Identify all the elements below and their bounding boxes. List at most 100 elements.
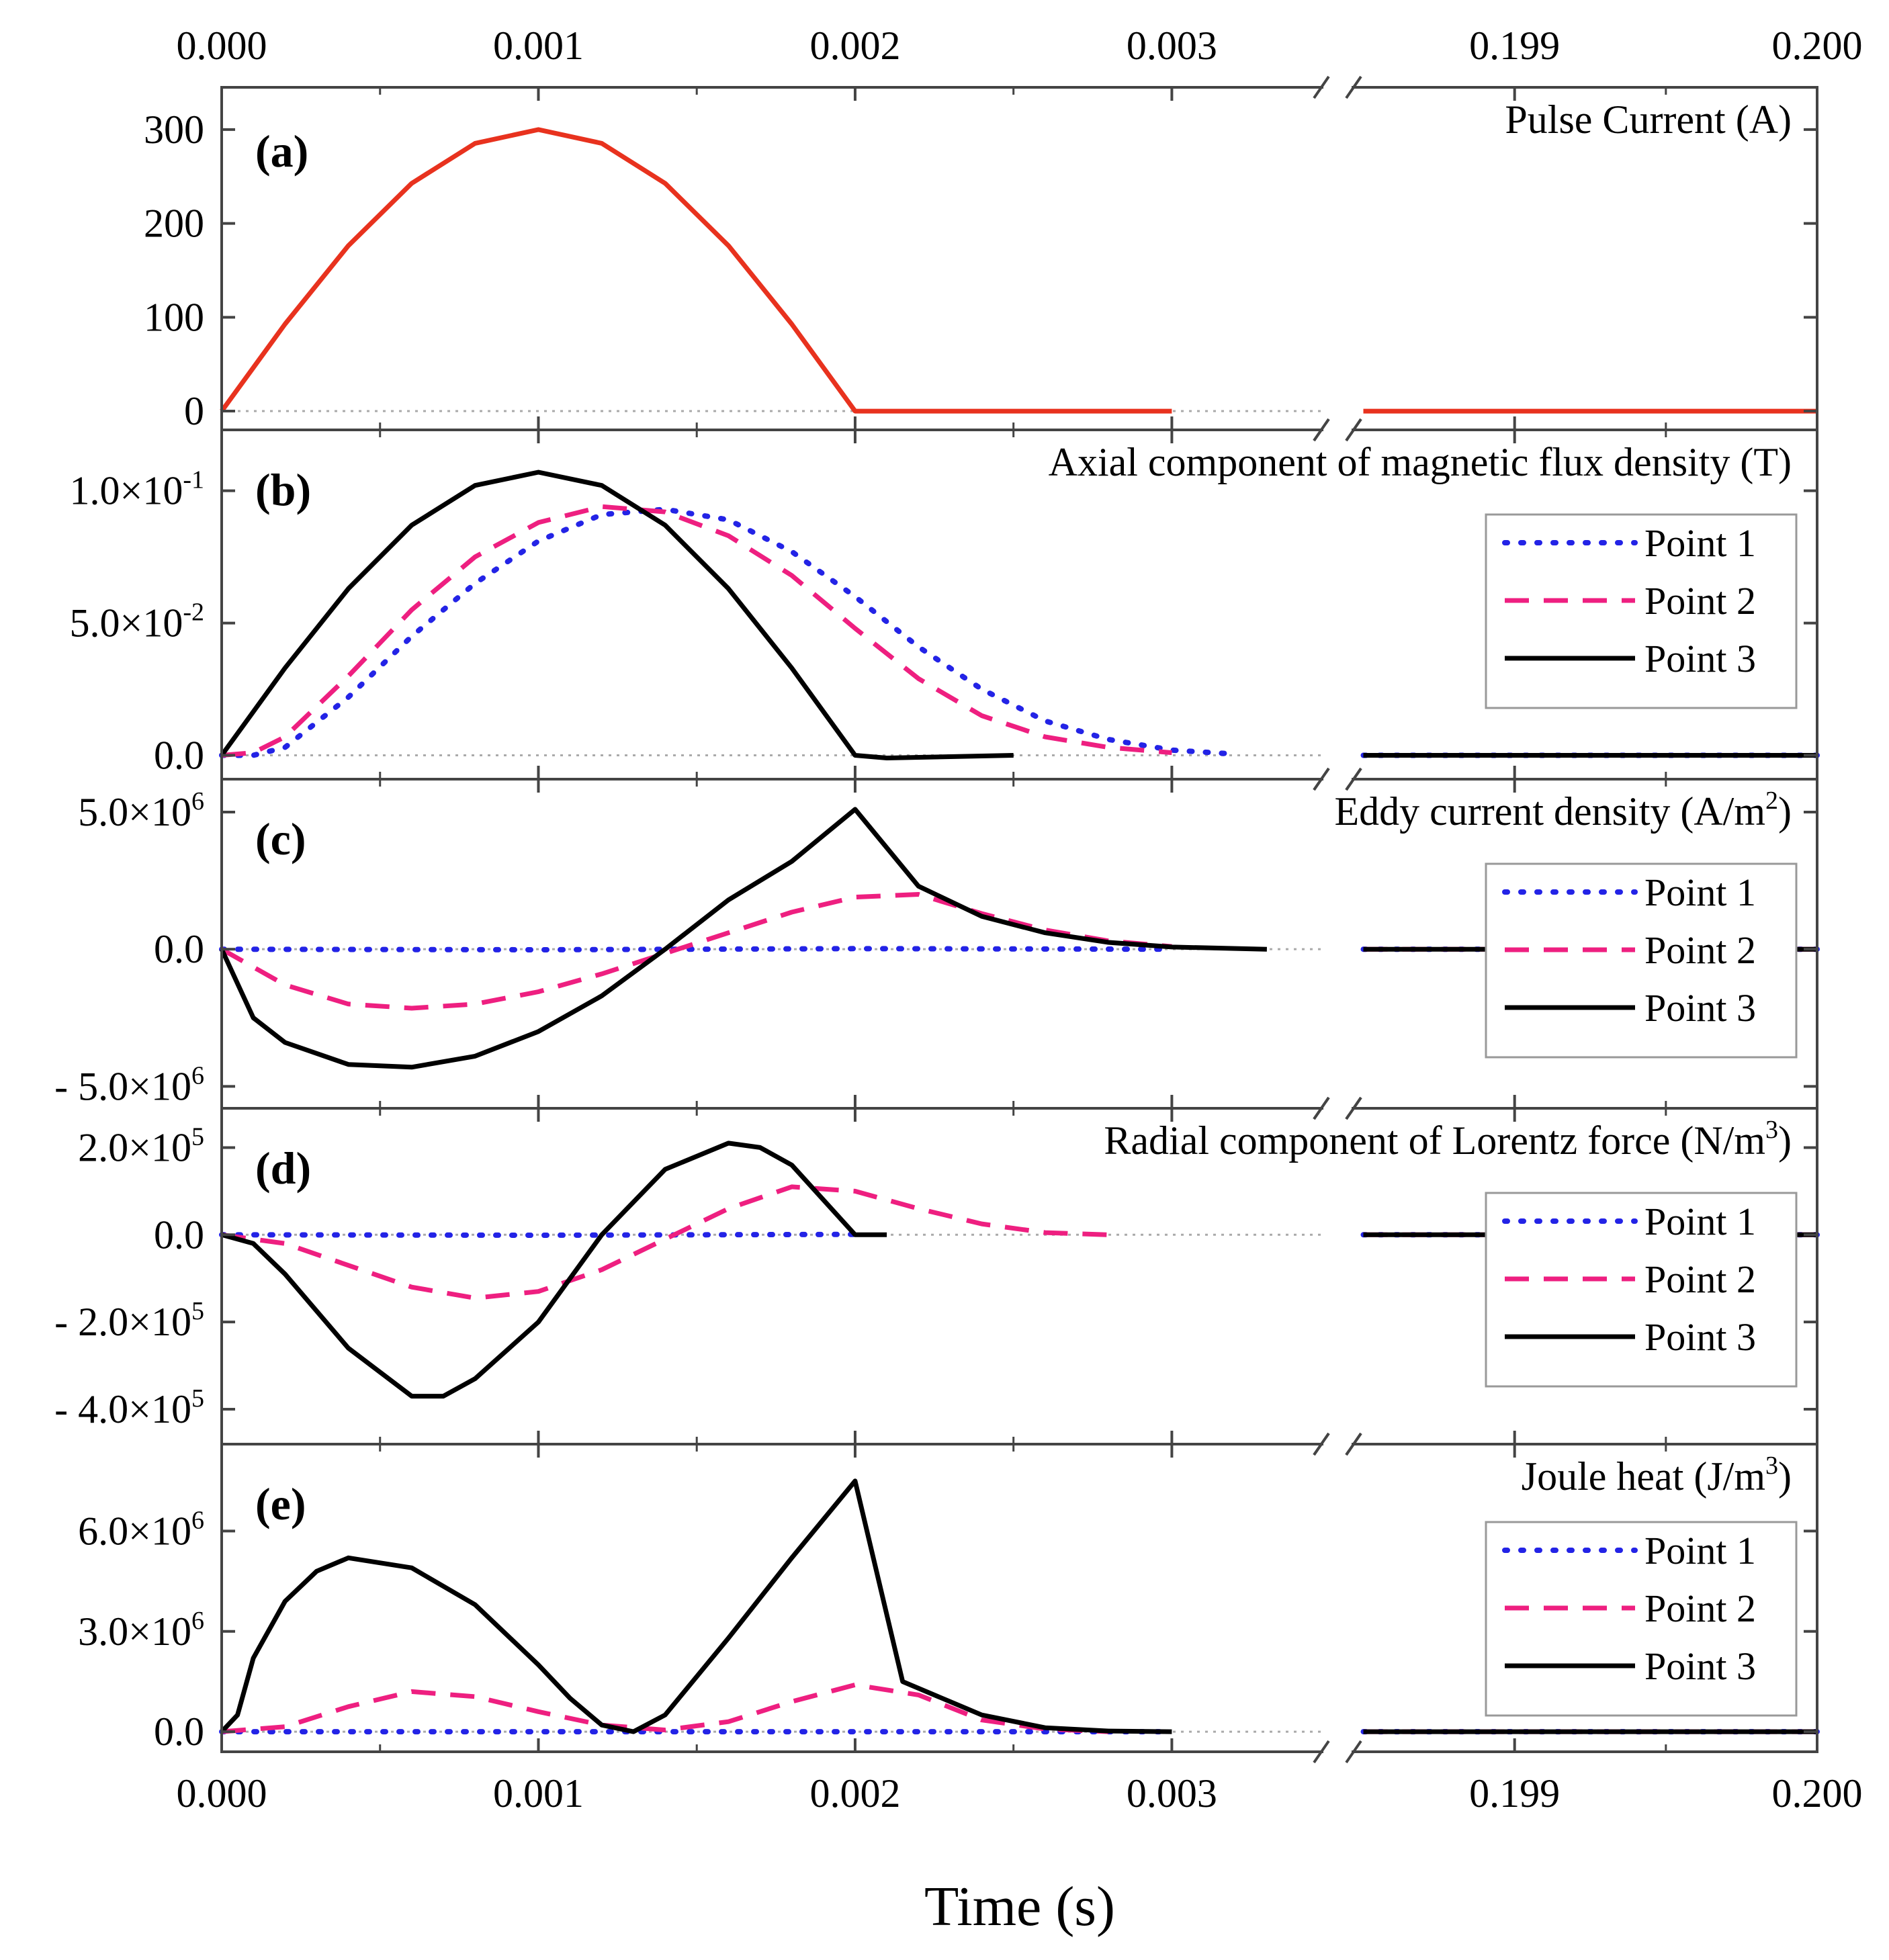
y-tick-label-base: 2.0×10 xyxy=(78,1125,191,1169)
y-tick-label-exponent: 6 xyxy=(191,1061,204,1089)
x-axis-title: Time (s) xyxy=(924,1875,1115,1938)
legend-label-point-1: Point 1 xyxy=(1644,1200,1756,1243)
y-tick-label-base: - 5.0×10 xyxy=(54,1064,191,1108)
axis-break-mark xyxy=(1345,1096,1362,1120)
panel-title-text: Pulse Current (A) xyxy=(1505,97,1792,142)
series-line-pulse-current-left xyxy=(220,127,1172,414)
series-line-point-2-left xyxy=(221,1184,1109,1300)
panel-title-text: Axial component of magnetic flux density… xyxy=(1049,440,1792,484)
x-tick-label-top: 0.002 xyxy=(809,24,900,68)
x-tick-label-top: 0.199 xyxy=(1469,24,1560,68)
series-group xyxy=(220,127,1817,414)
y-tick-label: 2.0×105 xyxy=(78,1122,204,1169)
y-tick-label-base: - 4.0×10 xyxy=(54,1387,191,1431)
y-tick-label-exponent: 6 xyxy=(191,1607,204,1635)
y-tick-label: 3.0×106 xyxy=(78,1607,204,1654)
panel-title-text: Eddy current density (A/m xyxy=(1335,789,1766,834)
axis-break-mark xyxy=(1313,1740,1330,1764)
axis-break-gap xyxy=(1323,1103,1352,1114)
y-tick-label-base: 5.0×10 xyxy=(78,790,191,834)
legend-label-point-2: Point 2 xyxy=(1644,1587,1756,1630)
y-tick-label: 0 xyxy=(184,389,204,433)
legend: Point 1 Point 2 Point 3 xyxy=(1485,1521,1798,1717)
series-line-point-3-left xyxy=(220,470,1014,760)
legend-box xyxy=(1485,513,1798,709)
series-line-point-2-left xyxy=(221,504,1172,758)
axis-break-mark xyxy=(1345,1740,1362,1764)
legend: Point 1 Point 2 Point 3 xyxy=(1485,862,1798,1059)
panel-title-end: ) xyxy=(1778,1454,1792,1499)
y-tick-label: 0.0 xyxy=(154,1212,204,1257)
x-tick-label-bottom: 0.199 xyxy=(1469,1771,1560,1816)
series-line-point-2-left xyxy=(221,1682,1109,1734)
axis-break-mark xyxy=(1313,418,1330,442)
y-tick-label-base: - 2.0×10 xyxy=(54,1300,191,1344)
y-tick-label: - 2.0×105 xyxy=(54,1297,204,1344)
y-tick-label-base: 5.0×10 xyxy=(70,601,183,645)
axis-break-gap xyxy=(1323,82,1352,93)
panel-1: 0 100 200 300 (a) Pulse Current (A) xyxy=(144,75,1818,442)
panel-letter: (b) xyxy=(255,464,311,515)
y-tick-label-exponent: -2 xyxy=(183,598,204,627)
series-line-point-2-left xyxy=(220,892,1172,1011)
axis-break-gap xyxy=(1323,1746,1352,1757)
panel-title: Axial component of magnetic flux density… xyxy=(1049,440,1792,484)
axis-break-mark xyxy=(1313,1096,1330,1120)
axis-break-mark xyxy=(1345,1432,1362,1456)
panel-letter: (e) xyxy=(255,1478,306,1529)
panel-letter: (d) xyxy=(255,1143,311,1194)
y-tick-label-base: 0.0 xyxy=(154,1212,204,1257)
panel-title: Joule heat (J/m3) xyxy=(1522,1452,1792,1499)
series-line-point-3-left xyxy=(221,1141,887,1399)
panel-title: Eddy current density (A/m2) xyxy=(1335,787,1792,834)
x-tick-labels: 0.000 0.000 0.001 0.001 0.002 0.002 0.003 0.003… xyxy=(177,24,1863,1816)
legend-label-point-3: Point 3 xyxy=(1644,637,1756,680)
x-tick-label-top: 0.001 xyxy=(493,24,584,68)
y-tick-label: 1.0×10-1 xyxy=(70,466,205,513)
x-tick-label-bottom: 0.001 xyxy=(493,1771,584,1816)
axis-break-gap xyxy=(1323,774,1352,785)
panel-title: Pulse Current (A) xyxy=(1505,97,1792,142)
y-tick-label: 0.0 xyxy=(154,733,204,778)
y-tick-label: - 5.0×106 xyxy=(54,1061,204,1108)
y-tick-label-exponent: 5 xyxy=(191,1122,204,1151)
legend-label-point-2: Point 2 xyxy=(1644,928,1756,972)
axis-break-gap xyxy=(1323,425,1352,435)
panel-2: 0.0 5.0×10-2 1.0×10-1 (b) Axial component of… xyxy=(70,418,1820,791)
panel-title: Radial component of Lorentz force (N/m3) xyxy=(1104,1116,1792,1163)
legend-label-point-2: Point 2 xyxy=(1644,1257,1756,1301)
series-line-point-1-left xyxy=(219,506,1238,758)
legend-label-point-1: Point 1 xyxy=(1644,871,1756,914)
y-tick-label: 6.0×106 xyxy=(78,1506,204,1553)
series-line-point-3-left xyxy=(219,807,1267,1070)
x-tick-label-bottom: 0.000 xyxy=(177,1771,267,1816)
x-tick-label-bottom: 0.200 xyxy=(1772,1771,1863,1816)
legend-label-point-1: Point 1 xyxy=(1644,521,1756,565)
x-tick-label-top: 0.003 xyxy=(1127,24,1217,68)
series-group xyxy=(219,470,1820,760)
x-tick-label-bottom: 0.002 xyxy=(809,1771,900,1816)
legend: Point 1 Point 2 Point 3 xyxy=(1485,1192,1798,1388)
series-group xyxy=(219,1478,1820,1735)
axis-break-mark xyxy=(1345,75,1362,99)
panel-letter: (a) xyxy=(255,126,308,177)
x-tick-label-top: 0.200 xyxy=(1772,24,1863,68)
panel-title-end: ) xyxy=(1778,789,1792,834)
y-tick-label-exponent: 5 xyxy=(191,1384,204,1413)
axis-break-mark xyxy=(1313,1432,1330,1456)
legend-label-point-2: Point 2 xyxy=(1644,579,1756,623)
panel-title-text: Joule heat (J/m xyxy=(1522,1454,1765,1499)
legend-box xyxy=(1485,862,1798,1059)
y-tick-label-base: 0.0 xyxy=(154,1709,204,1754)
panel-title-end: ) xyxy=(1778,1118,1792,1163)
y-tick-label-base: 6.0×10 xyxy=(78,1509,191,1553)
y-tick-label-exponent: 6 xyxy=(191,787,204,815)
panel-frame xyxy=(220,1443,1818,1753)
y-tick-label: 5.0×10-2 xyxy=(70,598,205,645)
axis-break-mark xyxy=(1345,767,1362,791)
legend-label-point-1: Point 1 xyxy=(1644,1529,1756,1572)
